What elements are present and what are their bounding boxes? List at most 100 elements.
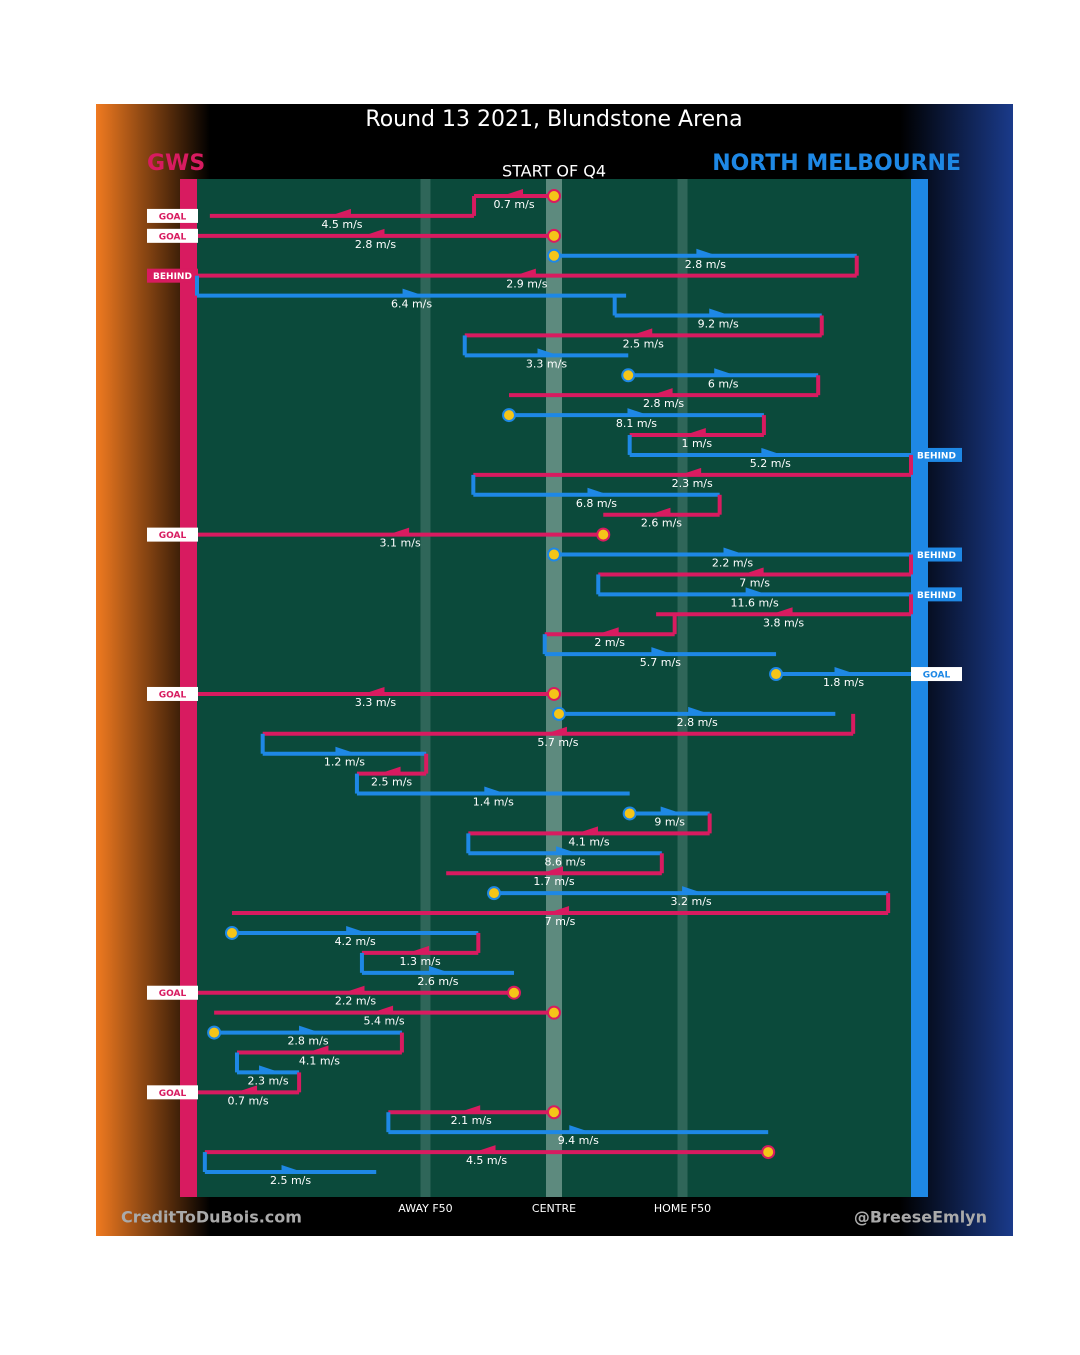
speed-label: 3.3 m/s [526, 357, 567, 370]
arrow [682, 886, 701, 895]
speed-label: 4.2 m/s [335, 935, 376, 948]
x-tick-label: AWAY F50 [398, 1202, 452, 1215]
speed-label: 8.6 m/s [544, 855, 585, 868]
arrow [366, 228, 385, 237]
speed-label: 3.8 m/s [763, 616, 804, 629]
speed-label: 5.7 m/s [537, 736, 578, 749]
speed-label: 1 m/s [681, 437, 712, 450]
speed-label: 2.3 m/s [672, 477, 713, 490]
speed-label: 1.7 m/s [533, 875, 574, 888]
speed-label: 5.7 m/s [640, 656, 681, 669]
arrow [569, 1125, 588, 1134]
stoppage [596, 527, 611, 542]
arrow [654, 388, 673, 397]
arrow [652, 507, 671, 516]
stoppage [551, 706, 566, 721]
speed-label: 2.8 m/s [685, 258, 726, 271]
arrow [651, 647, 670, 656]
arrow [402, 288, 421, 297]
stoppage [207, 1025, 222, 1040]
result-label: BEHIND [917, 551, 956, 561]
arrow [428, 965, 447, 974]
arrow [551, 906, 570, 915]
arrow [517, 268, 536, 277]
arrow [634, 328, 653, 337]
arrow [366, 686, 385, 695]
result-box [147, 686, 198, 701]
arrow [761, 447, 780, 456]
arrow [382, 766, 401, 775]
result-label: GOAL [923, 671, 951, 681]
result-label: BEHIND [917, 591, 956, 601]
arrow [505, 189, 524, 197]
x-tick-label: HOME F50 [654, 1202, 711, 1215]
speed-label: 6.4 m/s [391, 298, 432, 311]
speed-label: 2.5 m/s [371, 776, 412, 789]
arrow [310, 1045, 329, 1054]
arrow [259, 1065, 278, 1074]
arrow [375, 1005, 394, 1014]
arrow [834, 667, 853, 676]
arrow [477, 1145, 496, 1154]
stoppage [547, 248, 561, 263]
result-box [147, 527, 198, 542]
arrow [688, 706, 707, 715]
result-box [147, 208, 198, 223]
arrow [335, 746, 354, 755]
stoppage [224, 925, 239, 940]
result-label: GOAL [159, 212, 187, 222]
speed-label: 2.6 m/s [417, 975, 458, 988]
speed-label: 2.5 m/s [270, 1174, 311, 1187]
result-box [911, 667, 962, 682]
result-label: BEHIND [917, 451, 956, 461]
speed-label: 1.3 m/s [400, 955, 441, 968]
speed-label: 9.2 m/s [698, 318, 739, 331]
arrow [714, 368, 733, 377]
result-box [911, 447, 962, 462]
arrow [239, 1085, 258, 1094]
speed-label: 0.7 m/s [493, 198, 534, 211]
subtitle: START OF Q4 [502, 162, 606, 181]
field-stripe [420, 179, 431, 1197]
arrow [600, 627, 619, 636]
speed-label: 2.2 m/s [335, 995, 376, 1008]
result-label: GOAL [159, 531, 187, 541]
arrow [683, 467, 702, 476]
speed-label: 4.5 m/s [466, 1154, 507, 1167]
stoppage [622, 806, 637, 821]
speed-label: 6 m/s [708, 377, 739, 390]
arrow [723, 547, 742, 556]
arrow [579, 826, 598, 835]
arrow [299, 1025, 318, 1034]
arrow [484, 786, 503, 795]
speed-label: 4.1 m/s [568, 835, 609, 848]
team-name: GWS [147, 151, 205, 176]
arrow [346, 985, 365, 994]
arrow [548, 726, 567, 735]
result-label: GOAL [159, 1089, 187, 1099]
speed-label: 8.1 m/s [616, 417, 657, 430]
speed-label: 2.8 m/s [677, 716, 718, 729]
speed-label: 2.2 m/s [712, 557, 753, 570]
credit: @BreeseEmlyn [854, 1208, 987, 1227]
stoppage [621, 368, 636, 383]
speed-label: 9 m/s [654, 815, 685, 828]
arrow [660, 806, 679, 815]
team-name: NORTH MELBOURNE [712, 151, 961, 176]
result-box [147, 228, 198, 243]
speed-label: 2.6 m/s [641, 517, 682, 530]
credit: CreditToDuBois.com [121, 1208, 302, 1227]
result-label: GOAL [159, 989, 187, 999]
stoppage [547, 1105, 561, 1120]
arrow [281, 1165, 300, 1173]
speed-label: 0.7 m/s [227, 1094, 268, 1107]
speed-label: 1.2 m/s [324, 756, 365, 769]
speed-label: 1.4 m/s [473, 796, 514, 809]
result-box [147, 268, 198, 283]
speed-label: 2.5 m/s [623, 337, 664, 350]
arrow [627, 408, 646, 417]
arrow [556, 846, 575, 855]
arrow [537, 348, 556, 357]
arrow [346, 925, 365, 934]
